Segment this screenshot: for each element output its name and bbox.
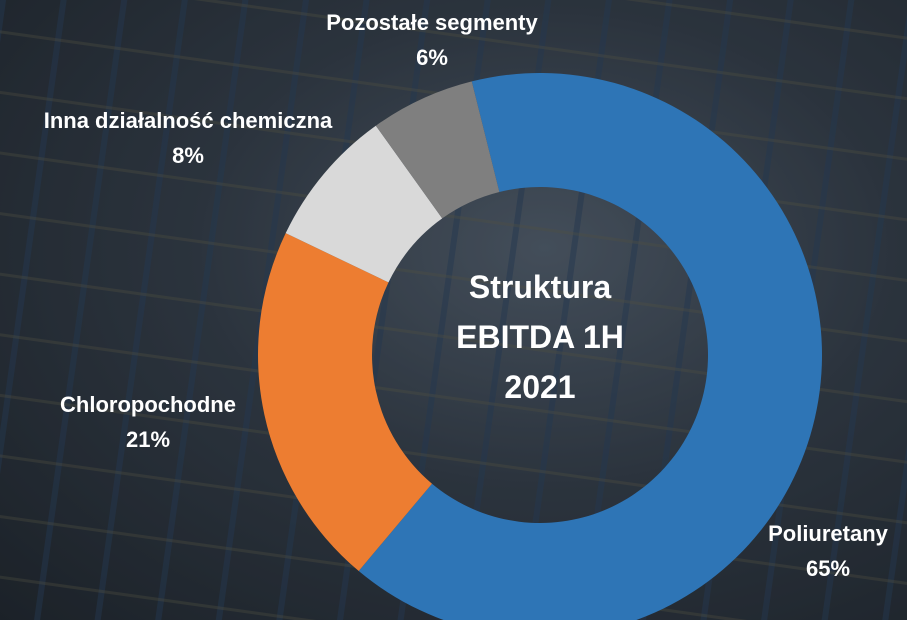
slice-value-label: 65% — [806, 556, 850, 581]
slice-label: Inna działalność chemiczna — [44, 108, 333, 133]
donut-slice — [375, 81, 500, 219]
slice-label: Poliuretany — [768, 521, 889, 546]
slice-label: Pozostałe segmenty — [326, 10, 538, 35]
donut-slice — [258, 233, 433, 572]
donut-slice — [358, 73, 822, 620]
donut-slice — [285, 125, 443, 283]
slice-value-label: 6% — [416, 45, 448, 70]
slice-value-label: 21% — [126, 427, 170, 452]
chart-title: Struktura EBITDA 1H 2021 — [456, 269, 624, 405]
slice-label: Chloropochodne — [60, 392, 236, 417]
slice-value-label: 8% — [172, 143, 204, 168]
